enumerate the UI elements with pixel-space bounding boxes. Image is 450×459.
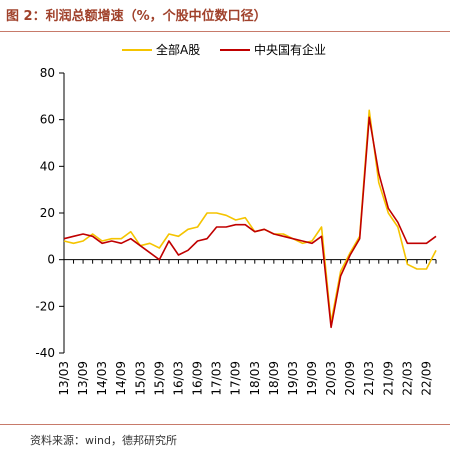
y-tick-label: 80 <box>40 66 55 80</box>
chart-title: 图 2：利润总额增速（%，个股中位数口径） <box>6 9 267 24</box>
source-note: 资料来源：wind，德邦研究所 <box>30 434 178 447</box>
y-tick-label: 60 <box>40 113 55 127</box>
legend-label-central-soe: 中央国有企业 <box>254 42 326 57</box>
chart-area: -40 -20 0 20 40 60 80 13/03 13/09 14/03 14/09 15/03… <box>0 33 450 425</box>
source-divider <box>0 424 450 425</box>
x-tick-label: 21/03 <box>362 361 376 396</box>
y-tick-label: -40 <box>35 346 55 360</box>
x-tick-label: 17/03 <box>210 361 224 396</box>
x-tick-label: 15/03 <box>133 361 147 396</box>
x-tick-label: 22/03 <box>400 361 414 396</box>
x-tick-label: 20/03 <box>324 361 338 396</box>
x-tick-label: 18/03 <box>248 361 262 396</box>
x-tick-label: 13/09 <box>76 361 90 396</box>
y-tick-label: 20 <box>40 206 55 220</box>
y-tick-label: -20 <box>35 299 55 313</box>
series-line-all-a-shares <box>63 109 437 324</box>
x-tick-label: 19/03 <box>286 361 300 396</box>
x-tick-label: 15/09 <box>152 361 166 396</box>
x-tick-label: 14/09 <box>114 361 128 396</box>
legend-label-all-a-shares: 全部A股 <box>156 42 200 57</box>
y-tick-label: 0 <box>47 253 55 267</box>
y-tick-label: 40 <box>40 159 55 173</box>
x-tick-label: 18/09 <box>267 361 281 396</box>
x-tick-label: 21/09 <box>381 361 395 396</box>
series-line-central-soe <box>63 116 437 329</box>
line-chart: -40 -20 0 20 40 60 80 13/03 13/09 14/03 14/09 15/03… <box>35 42 437 396</box>
x-tick-label: 16/09 <box>191 361 205 396</box>
x-tick-label: 19/09 <box>305 361 319 396</box>
x-tick-label: 14/03 <box>95 361 109 396</box>
x-tick-label: 16/03 <box>171 361 185 396</box>
x-tick-label: 22/09 <box>419 361 433 396</box>
x-tick-label: 13/03 <box>57 361 71 396</box>
x-tick-label: 20/09 <box>343 361 357 396</box>
x-tick-label: 17/09 <box>229 361 243 396</box>
title-divider <box>0 31 450 32</box>
